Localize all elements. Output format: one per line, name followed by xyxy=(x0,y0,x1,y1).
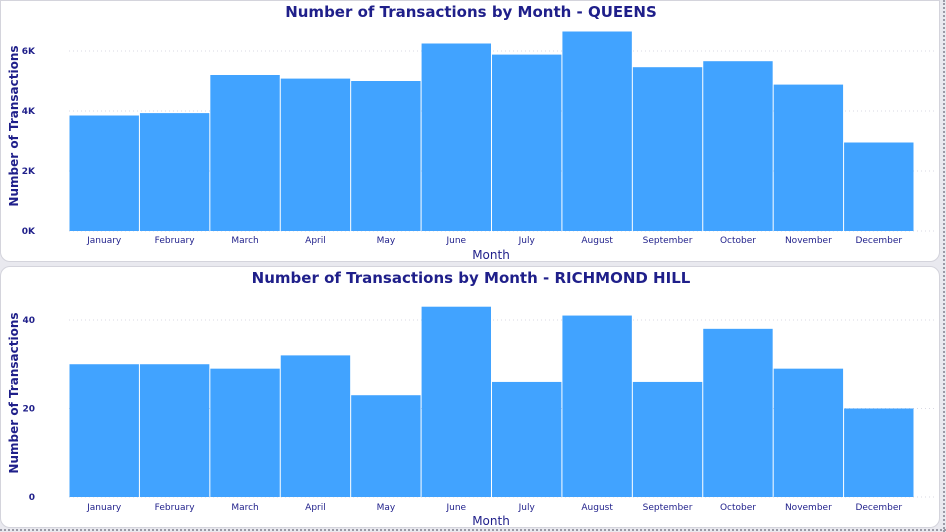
bar-june[interactable] xyxy=(421,306,491,497)
x-tick-label: February xyxy=(155,503,196,513)
x-tick-label: January xyxy=(86,503,122,513)
y-tick-label: 40 xyxy=(22,316,35,326)
y-axis-label: Number of Transactions xyxy=(7,312,21,473)
x-tick-label: March xyxy=(231,236,258,246)
x-tick-label: August xyxy=(581,503,613,513)
bar-october[interactable] xyxy=(703,328,773,497)
x-tick-label: October xyxy=(720,236,756,246)
y-tick-label: 2K xyxy=(22,167,36,177)
bar-august[interactable] xyxy=(562,315,632,497)
chart-richmond-hill: Number of Transactions by Month - RICHMO… xyxy=(7,269,934,528)
x-tick-label: July xyxy=(518,503,536,513)
bar-december[interactable] xyxy=(844,408,914,497)
right-dotted-border xyxy=(943,0,945,532)
bar-august[interactable] xyxy=(562,31,632,232)
bar-may[interactable] xyxy=(351,81,421,231)
x-tick-label: March xyxy=(231,503,258,513)
x-tick-label: November xyxy=(785,503,832,513)
bar-november[interactable] xyxy=(773,368,844,497)
bottom-dotted-border xyxy=(0,529,946,531)
x-tick-label: July xyxy=(518,236,536,246)
x-tick-label: June xyxy=(445,503,466,513)
bar-may[interactable] xyxy=(351,395,421,497)
x-tick-label: April xyxy=(305,503,326,513)
x-tick-label: April xyxy=(305,236,326,246)
x-tick-label: November xyxy=(785,236,832,246)
bar-october[interactable] xyxy=(703,61,773,232)
x-tick-label: January xyxy=(86,236,122,246)
chart-panel-richmond-hill: Number of Transactions by Month - RICHMO… xyxy=(0,266,940,528)
x-tick-label: August xyxy=(581,236,613,246)
y-tick-label: 0K xyxy=(22,227,36,237)
x-tick-label: May xyxy=(377,236,396,246)
x-tick-label: February xyxy=(155,236,196,246)
x-tick-label: October xyxy=(720,503,756,513)
chart-title: Number of Transactions by Month - QUEENS xyxy=(285,3,657,21)
bar-july[interactable] xyxy=(492,381,562,497)
bar-february[interactable] xyxy=(139,364,210,497)
y-tick-label: 6K xyxy=(22,47,36,57)
x-tick-label: June xyxy=(445,236,466,246)
chart-panel-queens: Number of Transactions by Month - QUEENS… xyxy=(0,0,940,262)
y-tick-label: 20 xyxy=(22,404,35,414)
chart-queens: Number of Transactions by Month - QUEENS… xyxy=(7,3,934,262)
x-axis-label: Month xyxy=(472,514,510,528)
y-tick-label: 0 xyxy=(29,493,35,503)
bar-march[interactable] xyxy=(210,368,280,497)
x-tick-label: September xyxy=(643,503,693,513)
bar-december[interactable] xyxy=(844,142,914,232)
bar-march[interactable] xyxy=(210,75,280,231)
y-axis-label: Number of Transactions xyxy=(7,45,21,206)
bar-september[interactable] xyxy=(632,381,703,497)
bar-february[interactable] xyxy=(139,113,210,231)
bar-july[interactable] xyxy=(492,54,562,231)
y-tick-label: 4K xyxy=(22,107,36,117)
bar-november[interactable] xyxy=(773,84,844,231)
bar-june[interactable] xyxy=(421,43,491,232)
bar-april[interactable] xyxy=(280,355,351,497)
x-axis-label: Month xyxy=(472,248,510,262)
x-tick-label: December xyxy=(855,503,902,513)
x-tick-label: May xyxy=(377,503,396,513)
x-tick-label: December xyxy=(855,236,902,246)
chart-title: Number of Transactions by Month - RICHMO… xyxy=(252,269,691,287)
x-tick-label: September xyxy=(643,236,693,246)
bar-january[interactable] xyxy=(69,364,139,497)
bar-september[interactable] xyxy=(632,67,703,231)
bar-april[interactable] xyxy=(280,78,351,231)
bar-january[interactable] xyxy=(69,115,139,232)
